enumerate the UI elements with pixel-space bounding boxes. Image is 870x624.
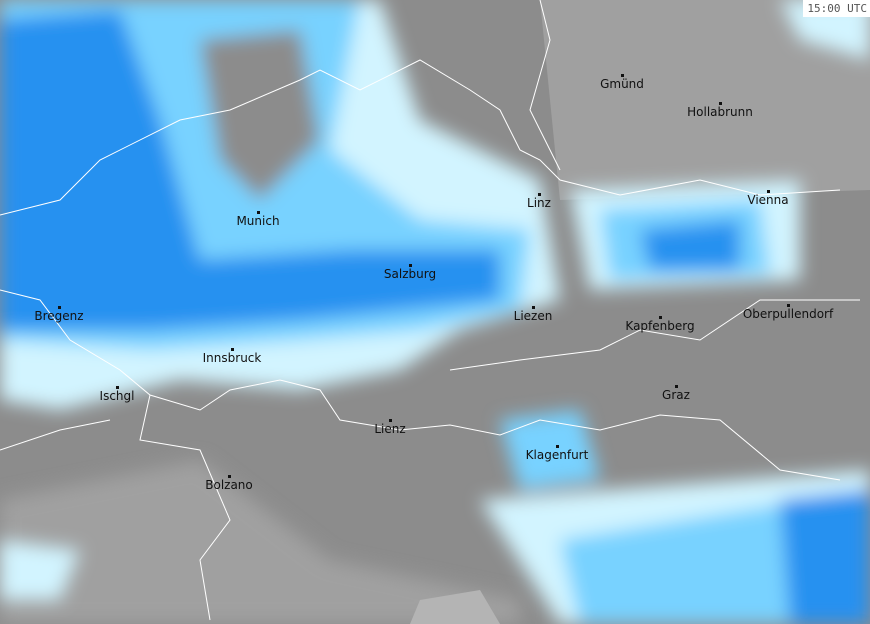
- city-label: Hollabrunn: [687, 105, 753, 119]
- city-marker: [556, 445, 559, 448]
- city-marker: [257, 211, 260, 214]
- city-marker: [231, 348, 234, 351]
- city-marker: [532, 306, 535, 309]
- city-marker: [719, 102, 722, 105]
- city-label: Ischgl: [99, 389, 135, 403]
- city-marker: [58, 306, 61, 309]
- city-marker: [228, 475, 231, 478]
- city-marker: [675, 385, 678, 388]
- city-label: Gmünd: [600, 77, 644, 91]
- timestamp-label: 15:00 UTC: [803, 0, 870, 17]
- city-marker: [409, 264, 412, 267]
- city-label: Kapfenberg: [625, 319, 695, 333]
- city-label: Salzburg: [383, 267, 437, 281]
- city-label: Lienz: [374, 422, 406, 436]
- city-marker: [787, 304, 790, 307]
- city-label: Bolzano: [205, 478, 253, 492]
- city-label: Innsbruck: [202, 351, 262, 365]
- city-marker: [538, 193, 541, 196]
- city-label: Linz: [527, 196, 551, 210]
- city-label: Munich: [236, 214, 280, 228]
- city-label: Klagenfurt: [525, 448, 589, 462]
- city-label: Graz: [662, 388, 690, 402]
- city-marker: [659, 316, 662, 319]
- city-marker: [389, 419, 392, 422]
- city-marker: [767, 190, 770, 193]
- city-label: Oberpullendorf: [742, 307, 834, 321]
- city-label: Liezen: [513, 309, 553, 323]
- city-label: Vienna: [747, 193, 789, 207]
- city-marker: [116, 386, 119, 389]
- city-label: Bregenz: [34, 309, 84, 323]
- city-marker: [621, 74, 624, 77]
